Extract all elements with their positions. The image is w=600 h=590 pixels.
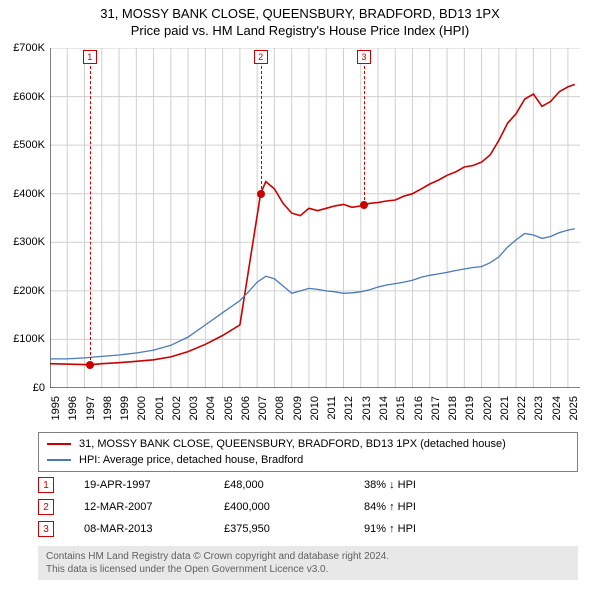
sale-row: 1 19-APR-1997£48,00038% ↓ HPI — [38, 474, 484, 496]
x-axis-label: 1999 — [119, 396, 131, 436]
chart-container: 31, MOSSY BANK CLOSE, QUEENSBURY, BRADFO… — [0, 0, 600, 590]
x-axis-label: 2013 — [361, 396, 373, 436]
x-axis-label: 2011 — [326, 396, 338, 436]
legend-item: 31, MOSSY BANK CLOSE, QUEENSBURY, BRADFO… — [47, 436, 569, 452]
x-axis-label: 2012 — [343, 396, 355, 436]
y-axis-label: £600K — [5, 91, 45, 103]
sale-date: 12-MAR-2007 — [84, 501, 224, 513]
x-axis-label: 2022 — [516, 396, 528, 436]
sales-table: 1 19-APR-1997£48,00038% ↓ HPI 2 12-MAR-2007… — [38, 474, 484, 540]
y-axis-label: £0 — [5, 382, 45, 394]
x-axis-label: 2015 — [395, 396, 407, 436]
x-axis-label: 2002 — [171, 396, 183, 436]
sale-marker-box: 1 — [83, 50, 97, 64]
y-axis-label: £500K — [5, 139, 45, 151]
footer-line-1: Contains HM Land Registry data © Crown c… — [46, 550, 570, 563]
title-line-1: 31, MOSSY BANK CLOSE, QUEENSBURY, BRADFO… — [0, 6, 600, 23]
sale-num-box: 1 — [38, 477, 54, 493]
title-line-2: Price paid vs. HM Land Registry's House … — [0, 23, 600, 40]
legend-label: 31, MOSSY BANK CLOSE, QUEENSBURY, BRADFO… — [79, 438, 506, 450]
sale-date: 08-MAR-2013 — [84, 523, 224, 535]
x-axis-label: 2009 — [292, 396, 304, 436]
x-axis-label: 2010 — [309, 396, 321, 436]
x-axis-label: 1997 — [85, 396, 97, 436]
sale-price: £400,000 — [224, 501, 364, 513]
sale-marker-line — [261, 66, 262, 194]
legend-swatch — [47, 443, 71, 445]
sale-marker-line — [90, 66, 91, 365]
legend: 31, MOSSY BANK CLOSE, QUEENSBURY, BRADFO… — [38, 432, 578, 472]
sale-row: 2 12-MAR-2007£400,00084% ↑ HPI — [38, 496, 484, 518]
sale-num-box: 3 — [38, 521, 54, 537]
x-axis-label: 2006 — [240, 396, 252, 436]
x-axis-label: 2007 — [257, 396, 269, 436]
sale-delta: 38% ↓ HPI — [364, 479, 484, 491]
chart-svg — [50, 48, 580, 388]
x-axis-label: 2000 — [136, 396, 148, 436]
sale-marker-line — [364, 66, 365, 205]
x-axis-label: 2023 — [533, 396, 545, 436]
sale-price: £375,950 — [224, 523, 364, 535]
x-axis-label: 2014 — [378, 396, 390, 436]
footer-line-2: This data is licensed under the Open Gov… — [46, 563, 570, 576]
sale-date: 19-APR-1997 — [84, 479, 224, 491]
footer: Contains HM Land Registry data © Crown c… — [38, 546, 578, 580]
legend-item: HPI: Average price, detached house, Brad… — [47, 452, 569, 468]
x-axis-label: 2004 — [205, 396, 217, 436]
x-axis-label: 2008 — [274, 396, 286, 436]
x-axis-label: 1998 — [102, 396, 114, 436]
x-axis-label: 2024 — [551, 396, 563, 436]
legend-swatch — [47, 459, 71, 461]
x-axis-label: 2017 — [430, 396, 442, 436]
x-axis-label: 2021 — [499, 396, 511, 436]
y-axis-label: £100K — [5, 333, 45, 345]
sale-marker-dot — [86, 361, 94, 369]
x-axis-label: 2018 — [447, 396, 459, 436]
sale-marker-box: 2 — [254, 50, 268, 64]
chart-plot-area: £0£100K£200K£300K£400K£500K£600K£700K199… — [50, 48, 580, 388]
x-axis-label: 2025 — [568, 396, 580, 436]
legend-label: HPI: Average price, detached house, Brad… — [79, 454, 303, 466]
sale-marker-box: 3 — [357, 50, 371, 64]
sale-price: £48,000 — [224, 479, 364, 491]
x-axis-label: 2019 — [464, 396, 476, 436]
sale-num-box: 2 — [38, 499, 54, 515]
x-axis-label: 2005 — [223, 396, 235, 436]
x-axis-label: 1995 — [50, 396, 62, 436]
x-axis-label: 2020 — [482, 396, 494, 436]
x-axis-label: 2001 — [154, 396, 166, 436]
chart-title: 31, MOSSY BANK CLOSE, QUEENSBURY, BRADFO… — [0, 0, 600, 40]
y-axis-label: £400K — [5, 188, 45, 200]
y-axis-label: £200K — [5, 285, 45, 297]
sale-delta: 84% ↑ HPI — [364, 501, 484, 513]
x-axis-label: 2003 — [188, 396, 200, 436]
x-axis-label: 2016 — [413, 396, 425, 436]
x-axis-label: 1996 — [67, 396, 79, 436]
y-axis-label: £300K — [5, 236, 45, 248]
sale-marker-dot — [257, 190, 265, 198]
sale-delta: 91% ↑ HPI — [364, 523, 484, 535]
y-axis-label: £700K — [5, 42, 45, 54]
sale-marker-dot — [360, 201, 368, 209]
sale-row: 3 08-MAR-2013£375,95091% ↑ HPI — [38, 518, 484, 540]
